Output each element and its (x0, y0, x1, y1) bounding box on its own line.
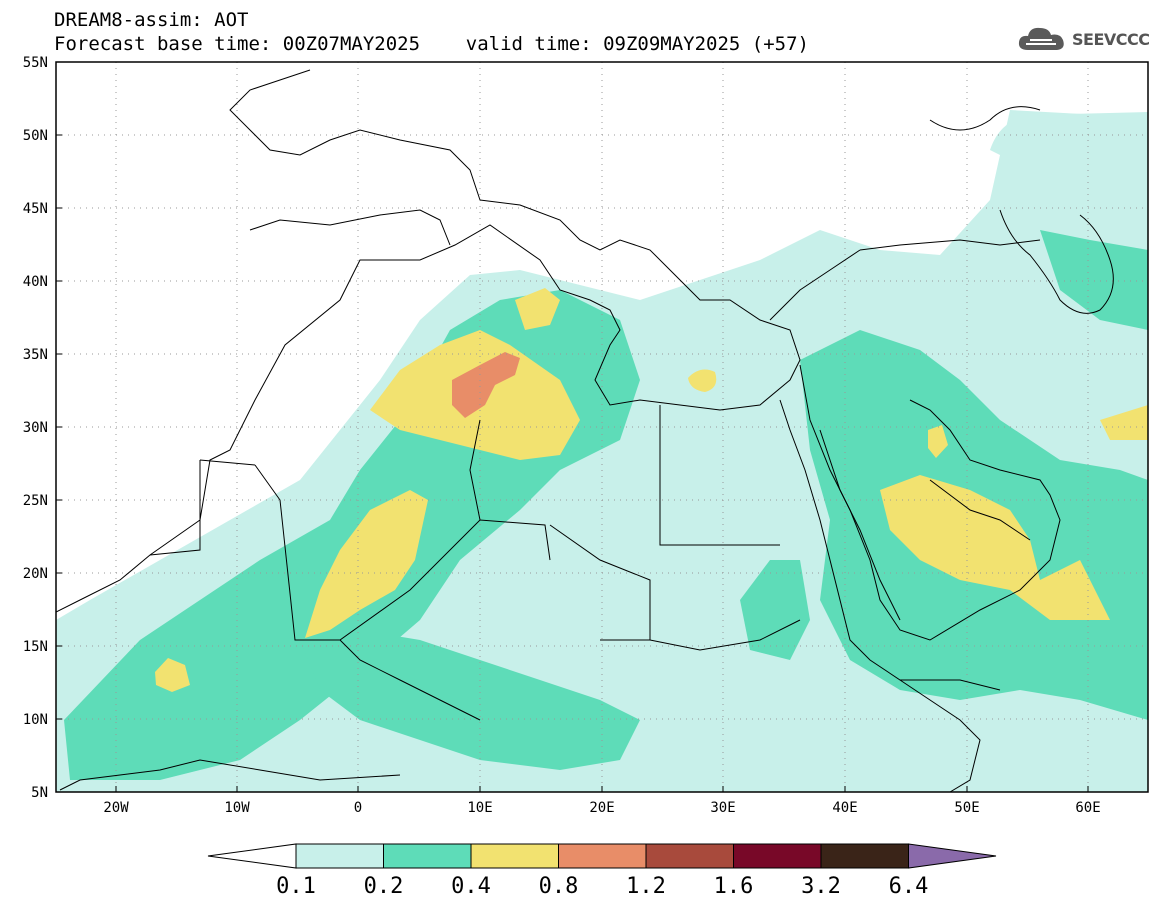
colorbar-labels: 0.1 0.2 0.4 0.8 1.2 1.6 3.2 6.4 (276, 874, 928, 899)
colorbar-segment (383, 843, 472, 869)
aot-band-0.4-iran (1100, 405, 1148, 440)
aot-band-0.4-mali (305, 490, 428, 638)
lon-label: 10E (467, 800, 492, 816)
map-title: DREAM8-assim: AOT (54, 9, 249, 31)
aot-band-0.4-kuwait (928, 425, 948, 458)
graticule (56, 62, 1148, 792)
longitude-labels: 20W 10W 0 10E 20E 30E 40E 50E 60E (103, 800, 1100, 816)
lat-label: 50N (23, 128, 48, 144)
colorbar-label: 1.2 (626, 874, 666, 899)
aot-band-0.2-caspian (1040, 230, 1148, 330)
lon-label: 50E (954, 800, 979, 816)
colorbar-segment (820, 843, 909, 869)
aot-band-0.2-redsea (740, 560, 810, 660)
cloud-icon (1018, 27, 1064, 50)
aot-band-0.2-sahel (300, 630, 640, 770)
lat-label: 45N (23, 201, 48, 217)
colorbar-label: 6.4 (889, 874, 929, 899)
lat-label: 30N (23, 420, 48, 436)
seevccc-logo: SEEVCCC (1016, 22, 1150, 56)
aot-band-0.4-libya (688, 369, 717, 392)
latitude-labels: 55N 50N 45N 40N 35N 30N 25N 20N 15N 10N … (23, 55, 48, 801)
colorbar-segment (558, 843, 647, 869)
lat-label: 5N (31, 785, 48, 801)
aot-band-0.1-north (990, 112, 1148, 200)
colorbar-label: 0.8 (539, 874, 579, 899)
aot-band-0.8-algeria (452, 352, 520, 418)
lat-label: 35N (23, 347, 48, 363)
coastlines (56, 69, 1114, 792)
aot-band-0.4-arabia (880, 475, 1110, 620)
lon-label: 20E (589, 800, 614, 816)
colorbar-under-triangle (207, 843, 297, 869)
lon-label: 40E (832, 800, 857, 816)
colorbar-label: 1.6 (714, 874, 754, 899)
colorbar-segment (645, 843, 734, 869)
lat-label: 20N (23, 566, 48, 582)
colorbar (207, 843, 997, 869)
lon-label: 0 (354, 800, 362, 816)
lon-label: 10W (224, 800, 250, 816)
logo-text: SEEVCCC (1072, 29, 1150, 49)
lon-label: 60E (1075, 800, 1100, 816)
colorbar-label: 0.4 (451, 874, 491, 899)
lon-label: 30E (710, 800, 735, 816)
lat-label: 10N (23, 712, 48, 728)
colorbar-segment (470, 843, 559, 869)
colorbar-segment (733, 843, 822, 869)
lat-label: 40N (23, 274, 48, 290)
aot-band-0.4-tunisia (515, 288, 560, 330)
colorbar-segment (295, 843, 384, 869)
aot-band-0.4-senegal (155, 658, 190, 692)
colorbar-label: 0.1 (276, 874, 316, 899)
colorbar-over-triangle (908, 843, 997, 869)
lat-label: 15N (23, 639, 48, 655)
axis-ticks (56, 61, 1089, 792)
lat-label: 25N (23, 493, 48, 509)
lon-label: 20W (103, 800, 129, 816)
lat-label: 55N (23, 55, 48, 71)
forecast-time-subtitle: Forecast base time: 00Z07MAY2025 valid t… (54, 33, 809, 55)
colorbar-label: 0.2 (364, 874, 404, 899)
colorbar-label: 3.2 (801, 874, 841, 899)
